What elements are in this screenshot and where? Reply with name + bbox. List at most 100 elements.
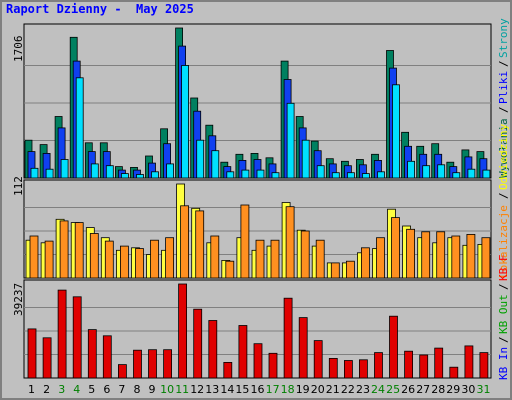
x-tick-label-29: 29 <box>446 383 460 396</box>
bar-top-strony-day-10 <box>166 163 175 179</box>
bar-top-strony-day-8 <box>136 174 144 179</box>
bar-mid-lokalizacje-day-20 <box>315 239 325 279</box>
bar-top-strony-day-23 <box>361 173 370 179</box>
x-tick-label-14: 14 <box>220 383 234 396</box>
bar-top-strony-day-22 <box>346 172 355 179</box>
bar-mid-lokalizacje-day-29 <box>451 235 461 279</box>
legend-separator: / <box>497 192 510 199</box>
bar-bot-kb-f-day-26 <box>404 350 414 379</box>
bar-top-strony-day-5 <box>90 163 99 179</box>
bar-top-strony-day-2 <box>45 168 54 179</box>
x-tick-label-10: 10 <box>160 383 174 396</box>
bar-top-strony-day-21 <box>331 172 340 179</box>
legend-label-kb-out: KB Out <box>497 294 510 334</box>
bar-mid-lokalizacje-day-30 <box>466 233 476 279</box>
bar-top-strony-day-11 <box>181 65 190 179</box>
legend-label-strony: Strony <box>497 18 510 58</box>
bar-top-strony-day-9 <box>151 171 159 179</box>
legend-separator: / <box>497 106 510 113</box>
bar-mid-lokalizacje-day-11 <box>180 205 190 279</box>
x-tick-label-6: 6 <box>103 383 110 396</box>
x-tick-label-11: 11 <box>175 383 189 396</box>
bar-bot-kb-f-day-25 <box>389 315 398 379</box>
bar-mid-lokalizacje-day-5 <box>89 233 99 279</box>
bar-bot-kb-f-day-24 <box>374 352 383 379</box>
bar-top-strony-day-15 <box>241 169 250 179</box>
bar-mid-lokalizacje-day-1 <box>29 235 39 279</box>
x-tick-label-28: 28 <box>431 383 445 396</box>
bar-top-strony-day-29 <box>452 172 461 179</box>
x-tick-label-16: 16 <box>251 383 265 396</box>
bar-top-strony-day-25 <box>392 84 400 179</box>
bar-bot-kb-f-day-2 <box>42 337 52 379</box>
legend-label-kb-in: KB In <box>497 346 510 380</box>
bar-top-strony-day-14 <box>226 171 235 179</box>
x-tick-label-1: 1 <box>28 383 35 396</box>
legend-separator: / <box>497 336 510 343</box>
bar-mid-lokalizacje-day-15 <box>240 204 250 279</box>
bar-top-strony-day-16 <box>256 169 265 179</box>
bar-bot-kb-f-day-29 <box>449 366 459 379</box>
bar-top-strony-day-27 <box>422 165 431 179</box>
x-tick-label-3: 3 <box>58 383 65 396</box>
legend-separator: / <box>497 60 510 67</box>
bar-bot-kb-f-day-9 <box>148 349 157 379</box>
x-tick-label-31: 31 <box>477 383 491 396</box>
legend-label-kb-f: KB F <box>497 254 510 282</box>
bar-top-strony-day-6 <box>105 165 114 179</box>
bar-mid-lokalizacje-day-25 <box>391 217 400 279</box>
x-tick-label-13: 13 <box>205 383 219 396</box>
bar-mid-lokalizacje-day-19 <box>300 230 310 279</box>
bar-top-strony-day-30 <box>467 168 476 179</box>
bar-bot-kb-f-day-18 <box>283 297 293 379</box>
x-tick-label-25: 25 <box>386 383 400 396</box>
bar-bot-kb-f-day-22 <box>343 360 353 379</box>
bar-mid-lokalizacje-day-24 <box>376 237 385 279</box>
bar-mid-lokalizacje-day-12 <box>195 210 205 279</box>
bar-mid-lokalizacje-day-17 <box>270 239 280 279</box>
bar-mid-lokalizacje-day-28 <box>436 231 446 279</box>
bar-bot-kb-f-day-21 <box>328 357 338 379</box>
bar-mid-lokalizacje-day-14 <box>225 260 235 279</box>
x-tick-label-30: 30 <box>461 383 475 396</box>
x-tick-label-24: 24 <box>371 383 385 396</box>
bar-mid-lokalizacje-day-2 <box>44 240 54 279</box>
x-tick-label-23: 23 <box>356 383 370 396</box>
right-legend: Wywołania / Pliki / Strony Lokalizacje / Odwied… <box>495 18 511 380</box>
bar-bot-kb-f-day-4 <box>72 296 82 379</box>
bar-mid-lokalizacje-day-9 <box>150 239 159 279</box>
x-tick-label-12: 12 <box>190 383 204 396</box>
bar-bot-kb-f-day-1 <box>27 328 37 379</box>
x-tick-label-8: 8 <box>134 383 141 396</box>
bar-mid-lokalizacje-day-7 <box>120 245 129 279</box>
bar-mid-lokalizacje-day-10 <box>165 237 175 279</box>
bar-bot-kb-f-day-5 <box>87 329 97 379</box>
bar-bot-kb-f-day-20 <box>313 340 323 379</box>
bar-top-strony-day-17 <box>271 172 280 179</box>
x-tick-label-9: 9 <box>149 383 156 396</box>
bar-mid-lokalizacje-day-13 <box>210 235 220 279</box>
x-tick-label-20: 20 <box>311 383 325 396</box>
x-tick-label-27: 27 <box>416 383 430 396</box>
x-tick-label-18: 18 <box>281 383 295 396</box>
bar-top-strony-day-12 <box>196 139 205 179</box>
bar-bot-kb-f-day-19 <box>298 317 308 379</box>
bar-mid-lokalizacje-day-4 <box>74 222 84 279</box>
x-tick-label-21: 21 <box>326 383 340 396</box>
x-tick-label-4: 4 <box>73 383 80 396</box>
bar-bot-kb-f-day-8 <box>133 349 142 379</box>
bar-top-strony-day-1 <box>30 167 39 179</box>
bar-top-strony-day-4 <box>75 77 84 179</box>
bar-mid-lokalizacje-day-27 <box>421 231 431 279</box>
bar-top-strony-day-7 <box>121 173 129 179</box>
chart-title: Raport Dzienny - May 2025 <box>6 2 194 16</box>
x-tick-label-15: 15 <box>235 383 249 396</box>
bar-bot-kb-f-day-28 <box>434 347 444 379</box>
bar-top-strony-day-20 <box>316 165 325 179</box>
bar-mid-lokalizacje-day-23 <box>360 247 370 279</box>
bar-mid-lokalizacje-day-8 <box>135 248 144 279</box>
bar-bot-kb-f-day-10 <box>163 349 173 379</box>
bar-bot-kb-f-day-30 <box>464 345 474 379</box>
bar-top-strony-day-26 <box>407 160 416 179</box>
